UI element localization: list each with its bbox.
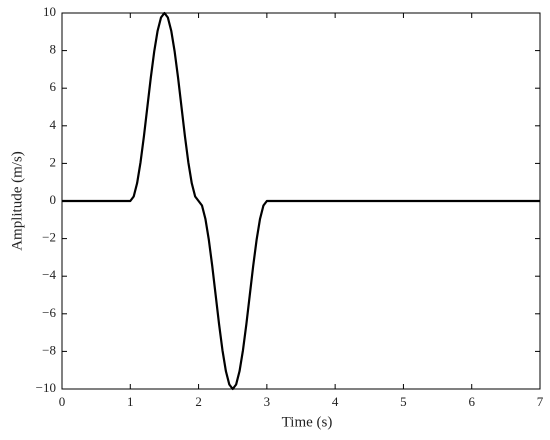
y-tick-label: 2 [50, 154, 57, 169]
x-tick-label: 6 [468, 394, 475, 409]
y-tick-label: 6 [50, 79, 57, 94]
x-axis-label: Time (s) [282, 414, 333, 430]
line [62, 11, 540, 391]
x-tick-label: 1 [127, 394, 134, 409]
x-tick-label: 3 [264, 394, 271, 409]
y-tick-label: −6 [42, 305, 56, 320]
y-tick-label: 0 [50, 192, 57, 207]
y-tick-label: −8 [42, 342, 56, 357]
x-tick-label: 5 [400, 394, 407, 409]
y-tick-label: 10 [43, 4, 56, 19]
y-tick-label: −2 [42, 230, 56, 245]
x-tick-label: 2 [195, 394, 202, 409]
x-tick-label: 7 [537, 394, 544, 409]
y-tick-label: −10 [36, 380, 56, 395]
y-axis-label: Amplitude (m/s) [9, 151, 25, 251]
x-tick-label: 0 [59, 394, 66, 409]
y-tick-label: 4 [50, 117, 57, 132]
y-tick-label: −4 [42, 267, 56, 282]
y-tick-label: 8 [50, 42, 57, 57]
x-tick-label: 4 [332, 394, 339, 409]
